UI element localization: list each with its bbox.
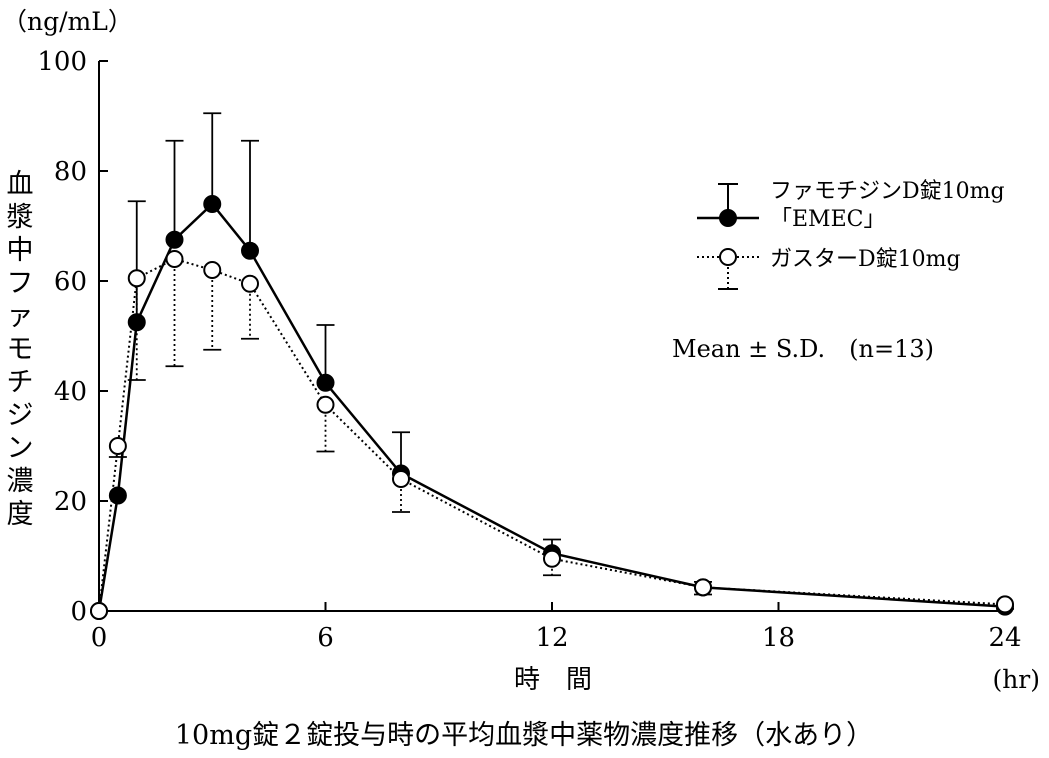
y-axis-label-char: ン: [6, 433, 34, 464]
data-point-2: [543, 549, 561, 568]
y-axis-label-char: ジ: [6, 400, 34, 431]
x-tick-label: 24: [988, 623, 1021, 653]
axes: 0 20 40 60 80 100 0 6 12 18 24: [37, 47, 1021, 653]
data-point-1: [127, 313, 146, 332]
y-axis-label-char: フ: [6, 268, 34, 299]
legend-marker-1: [719, 209, 737, 227]
y-unit: （ng/mL）: [2, 7, 133, 36]
x-unit: (hr): [992, 665, 1040, 694]
y-axis-label-char: モ: [6, 334, 34, 365]
y-axis-label-char: 中: [6, 235, 34, 266]
x-tick-label: 6: [317, 623, 334, 653]
legend: ファモチジンD錠10mg 「EMEC」 ガスターD錠10mg: [697, 179, 1005, 290]
data-point-1: [316, 373, 335, 392]
y-axis-label-char: 度: [6, 499, 34, 530]
data-point-1: [203, 195, 222, 213]
y-tick-label: 0: [70, 597, 87, 627]
legend-label-2: ガスターD錠10mg: [770, 247, 961, 272]
annotation: Mean ± S.D. (n=13): [672, 335, 934, 363]
y-axis-label-char: 血: [6, 169, 34, 200]
x-tick-label: 18: [762, 623, 795, 653]
y-axis-label-char: 漿: [6, 202, 34, 233]
data-point-2: [392, 470, 410, 488]
y-axis-label-char: 濃: [6, 466, 34, 497]
y-tick-label: 60: [54, 267, 87, 297]
data-point-2: [90, 602, 108, 620]
data-point-2: [108, 437, 127, 455]
data-point-2: [203, 261, 222, 279]
y-axis-label-char: ァ: [6, 301, 34, 332]
data-point-1: [165, 230, 184, 249]
legend-label-1b: 「EMEC」: [770, 207, 885, 232]
series-markers: [90, 195, 1014, 620]
y-axis-label: 血漿中ファモチジン濃度: [2, 168, 38, 531]
data-point-2: [694, 578, 712, 597]
x-axis-label: 時 間: [514, 665, 592, 695]
chart-title: 10mg錠２錠投与時の平均血漿中薬物濃度推移（水あり）: [175, 720, 873, 751]
data-point-2: [165, 250, 184, 268]
x-tick-label: 12: [535, 623, 568, 653]
data-point-2: [241, 274, 259, 293]
y-tick-label: 100: [37, 47, 87, 77]
data-point-2: [996, 595, 1014, 614]
y-tick-label: 20: [54, 487, 87, 517]
x-tick-label: 0: [91, 623, 108, 653]
data-point-1: [108, 486, 127, 505]
legend-marker-2: [719, 248, 737, 266]
legend-label-1a: ファモチジンD錠10mg: [770, 179, 1005, 204]
data-point-2: [316, 395, 335, 414]
data-point-1: [241, 241, 259, 260]
data-point-2: [127, 269, 146, 288]
y-tick-label: 80: [54, 157, 87, 187]
y-axis-label-char: チ: [6, 367, 34, 398]
y-tick-label: 40: [54, 377, 87, 407]
